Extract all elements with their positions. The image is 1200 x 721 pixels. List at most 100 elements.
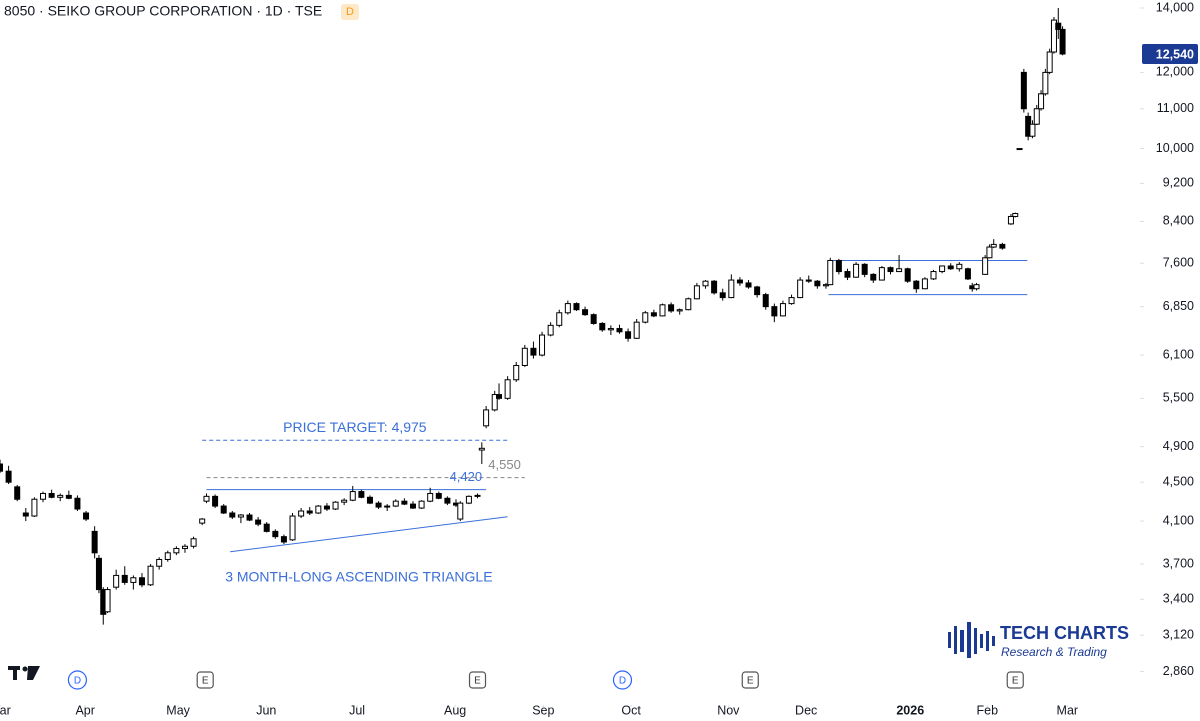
candle-body — [457, 502, 464, 520]
candle-body — [255, 519, 262, 525]
candle-body — [693, 285, 700, 300]
candle-body — [625, 331, 632, 339]
plot-area: PRICE TARGET: 4,975 4,550 4,420 3 MONTH-LON… — [0, 7, 1066, 625]
candle-body — [797, 279, 804, 299]
candle-body — [973, 284, 980, 290]
candle-body — [315, 505, 322, 514]
y-tick-label: 12,000 — [1156, 65, 1194, 79]
candle-body — [599, 322, 606, 331]
y-tick-label: 9,200 — [1163, 176, 1194, 190]
candle-body — [483, 409, 490, 427]
candle-body — [779, 303, 786, 317]
candle-body — [607, 328, 614, 331]
candle-body — [229, 512, 236, 518]
candle-body — [853, 263, 860, 278]
candle-body — [199, 518, 206, 524]
candle-body — [418, 500, 425, 509]
candle-body — [728, 279, 735, 299]
x-tick-label: Aug — [444, 703, 466, 717]
x-tick-label: Oct — [621, 703, 641, 717]
level-label: 4,550 — [488, 457, 521, 472]
candle-body — [392, 500, 399, 507]
candle-body — [1046, 51, 1053, 73]
candle-body — [375, 502, 382, 508]
y-tick-label: 11,000 — [1157, 101, 1194, 115]
candle-body — [702, 280, 709, 287]
y-tick-label: 6,850 — [1163, 299, 1194, 313]
candle-body — [513, 364, 520, 381]
candle-body — [341, 499, 348, 503]
title-badge: D — [346, 6, 354, 18]
candle-body — [530, 347, 537, 356]
candle-body — [465, 495, 472, 504]
candle-body — [745, 282, 752, 288]
event-marker — [612, 670, 633, 690]
candle-body — [771, 306, 778, 317]
candle-body — [685, 298, 692, 311]
candle-body — [564, 303, 571, 314]
candle-body — [409, 503, 416, 509]
candle-body — [1059, 28, 1066, 55]
candle-body — [788, 297, 795, 305]
candle-body — [539, 334, 546, 356]
candle-body — [212, 495, 219, 507]
candle-body — [504, 379, 511, 399]
candle-body — [22, 512, 29, 517]
event-marker — [741, 671, 759, 689]
candle-body — [306, 510, 313, 514]
candle-body — [659, 304, 666, 317]
candle-body — [870, 273, 877, 281]
candle-body — [573, 303, 580, 311]
y-tick-label: 8,400 — [1163, 214, 1194, 228]
candle-body — [642, 312, 649, 323]
title-badge-bg — [341, 4, 359, 20]
event-label: D — [619, 676, 626, 687]
candle-body — [478, 447, 485, 451]
candle-body — [40, 492, 47, 500]
candle-body — [616, 328, 623, 333]
candle-body — [1012, 213, 1019, 217]
candle-body — [590, 314, 597, 324]
candle-body — [827, 259, 834, 286]
event-marker — [468, 671, 487, 689]
y-tick-label: 6,100 — [1163, 347, 1194, 361]
candle-body — [474, 494, 481, 497]
candle-body — [173, 547, 180, 554]
candle-body — [130, 577, 137, 583]
candle-body — [1020, 71, 1027, 110]
logo-tagline: Research & Trading — [1001, 645, 1107, 659]
candle-body — [358, 491, 365, 498]
candle-body — [711, 280, 718, 294]
candle-body — [113, 574, 120, 588]
candle-body — [844, 271, 851, 278]
candle-body — [14, 486, 21, 500]
candle-body — [939, 265, 946, 273]
chart-title: 8050 · SEIKO GROUP CORPORATION · 1D · TS… — [4, 3, 322, 19]
candle-body — [1038, 93, 1045, 110]
candle-body — [921, 278, 928, 290]
candle-body — [913, 280, 920, 290]
candle-body — [1042, 71, 1049, 95]
candle-body — [1033, 108, 1040, 125]
price-target-label: PRICE TARGET: 4,975 — [283, 419, 427, 435]
candle-body — [1055, 22, 1062, 30]
candle-body — [822, 284, 829, 287]
candle-body — [904, 268, 911, 282]
candle-body — [366, 496, 373, 504]
y-tick-label: 5,500 — [1163, 391, 1194, 405]
candle-body — [1016, 148, 1023, 151]
x-tick-label: Dec — [795, 703, 817, 717]
y-tick-label: 4,900 — [1163, 439, 1194, 453]
candle-body — [0, 463, 3, 472]
candle-body — [91, 530, 98, 554]
candle-body — [164, 552, 171, 560]
event-label: E — [202, 676, 209, 687]
candle-body — [427, 492, 434, 502]
x-tick-label: Sep — [532, 703, 554, 717]
candle-body — [272, 530, 279, 538]
event-label: E — [747, 676, 754, 687]
candle-body — [280, 536, 287, 543]
event-marker — [67, 670, 88, 690]
triangle-label: 3 MONTH-LONG ASCENDING TRIANGLE — [225, 568, 492, 584]
candle-body — [930, 271, 937, 280]
